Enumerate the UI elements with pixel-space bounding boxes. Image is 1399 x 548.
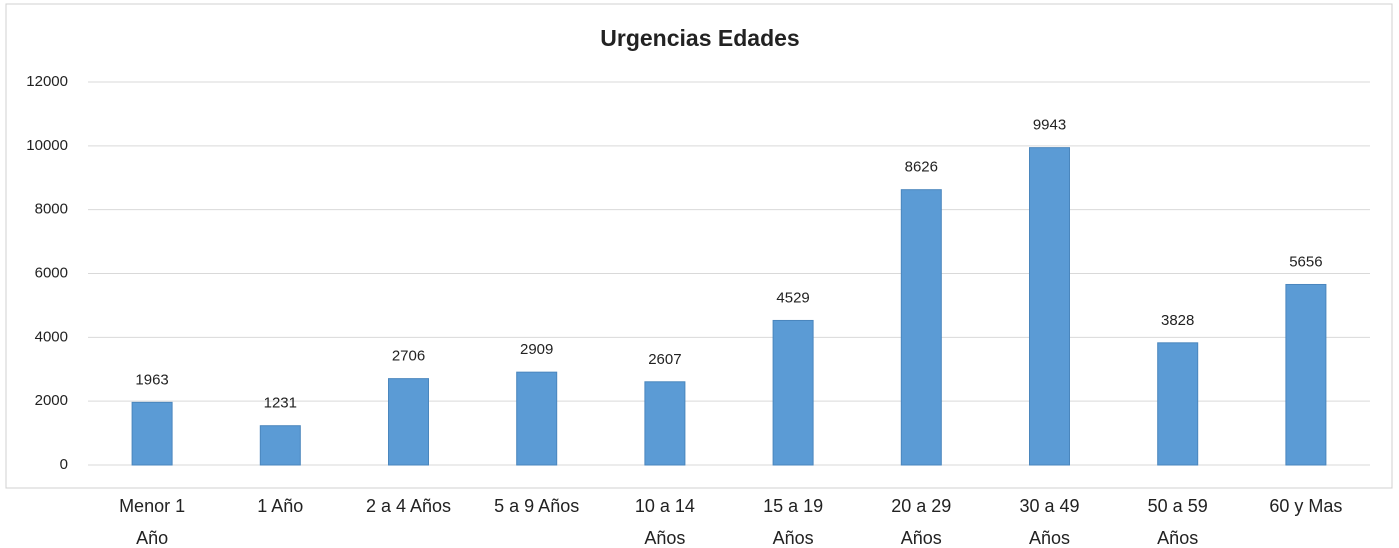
bar (388, 378, 429, 466)
y-tick-label: 6000 (35, 264, 68, 281)
chart-border (5, 3, 1393, 489)
bar (131, 401, 173, 466)
data-label: 1963 (135, 371, 168, 388)
x-tick-label: 15 a 19 Años (763, 496, 824, 548)
bar (900, 189, 942, 466)
bar (772, 319, 814, 466)
x-tick-label: 20 a 29 Años (891, 496, 952, 548)
x-tick-label: 10 a 14 Años (634, 496, 695, 548)
x-tick-label: 60 y Mas (1269, 496, 1343, 516)
bar (1029, 147, 1070, 466)
data-label: 9943 (1033, 117, 1066, 134)
x-tick-label: Menor 1 Año (119, 496, 186, 548)
y-tick-label: 10000 (26, 137, 68, 154)
bar (516, 371, 558, 466)
y-tick-label: 12000 (26, 73, 68, 90)
data-label: 8626 (905, 159, 938, 176)
x-tick-label: 30 a 49 Años (1019, 496, 1080, 548)
chart-title: Urgencias Edades (600, 25, 799, 51)
data-label: 5656 (1289, 253, 1322, 270)
x-tick-label: 50 a 59 Años (1147, 496, 1208, 548)
data-label: 2909 (520, 341, 553, 358)
bar (1157, 342, 1199, 466)
data-label: 1231 (264, 395, 297, 412)
data-label: 2607 (648, 351, 681, 368)
y-tick-label: 0 (60, 456, 68, 473)
data-label: 3828 (1161, 312, 1194, 329)
y-tick-label: 2000 (35, 392, 68, 409)
bar (644, 381, 686, 466)
x-tick-label: 5 a 9 Años (494, 496, 580, 516)
data-label: 4529 (776, 289, 809, 306)
x-tick-label: 1 Año (257, 496, 304, 516)
y-tick-label: 8000 (35, 201, 68, 218)
data-label: 2706 (392, 348, 425, 365)
bar (1285, 283, 1327, 466)
x-tick-label: 2 a 4 Años (365, 496, 452, 516)
bar (259, 425, 301, 466)
y-tick-label: 4000 (35, 328, 68, 345)
